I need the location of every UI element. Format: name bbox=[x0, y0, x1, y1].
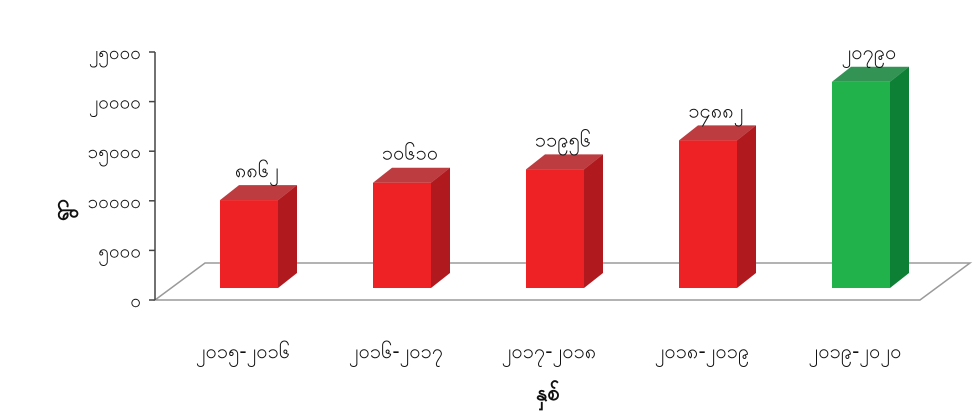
y-tick-label: ၅၀၀၀ bbox=[98, 240, 141, 266]
bar-top bbox=[526, 154, 603, 170]
y-tick-label: ၂၀၀၀၀ bbox=[89, 92, 141, 118]
bar-front bbox=[679, 140, 737, 288]
x-tick-label: ၂၀၁၇-၂၀၁၈ bbox=[502, 339, 597, 367]
bar-side bbox=[431, 167, 450, 288]
bar-top bbox=[220, 185, 297, 201]
x-tick-label: ၂၀၁၈-၂၀၁၉ bbox=[655, 339, 750, 367]
x-tick-label: ၂၀၁၉-၂၀၂၀ bbox=[809, 339, 902, 367]
y-tick-label: ၀ bbox=[130, 290, 141, 312]
bar bbox=[220, 185, 297, 288]
bar-front bbox=[832, 81, 890, 288]
bar bbox=[373, 167, 450, 288]
bar-front bbox=[220, 200, 278, 288]
bar bbox=[679, 125, 756, 288]
y-tick-label: ၂၅၀၀၀ bbox=[89, 42, 141, 68]
floor-outline bbox=[152, 262, 973, 301]
chart-floor bbox=[152, 262, 973, 301]
bar-front bbox=[526, 169, 584, 288]
bar-side bbox=[737, 125, 756, 288]
x-axis-labels: ၂၀၁၅-၂၀၁၆ ၂၀၁၆-၂၀၁၇ ၂၀၁၇-၂၀၁၈ ၂၀၁၈-၂၀၁၉ ၂၀၁၉… bbox=[196, 339, 902, 367]
bar bbox=[526, 154, 603, 288]
bar-top bbox=[679, 125, 756, 141]
data-label: ၁၄၈၈၂ bbox=[688, 98, 743, 126]
data-labels: ၈၈၆၂ ၁၀၆၁၀ ၁၁၉၅၆ ၁၄၈၈၂ ၂၀၇၉၀ bbox=[235, 40, 896, 186]
x-tick-label: ၂၀၁၅-၂၀၁၆ bbox=[196, 339, 290, 367]
data-label: ၁၀၆၁၀ bbox=[382, 141, 438, 165]
bar-top bbox=[373, 167, 450, 183]
x-tick-label: ၂၀၁၆-၂၀၁၇ bbox=[349, 339, 443, 367]
bar-side bbox=[584, 154, 603, 288]
bar-front bbox=[373, 182, 431, 288]
y-axis: ၀ ၅၀၀၀ ၁၀၀၀၀ ၁၅၀၀၀ ၂၀၀၀၀ ၂၅၀၀၀ bbox=[88, 42, 156, 312]
y-tick-label: ၁၅၀၀၀ bbox=[88, 141, 141, 167]
bar-top bbox=[832, 66, 909, 82]
y-tick-label: ၁၀၀၀၀ bbox=[88, 191, 141, 213]
data-label: ၈၈၆၂ bbox=[235, 158, 279, 186]
data-label: ၂၀၇၉၀ bbox=[842, 40, 897, 68]
bar-side bbox=[278, 185, 297, 288]
bar bbox=[832, 66, 909, 288]
bars bbox=[220, 66, 909, 288]
y-axis-title: ရွာ bbox=[49, 199, 79, 221]
data-label: ၁၁၉၅၆ bbox=[535, 127, 591, 155]
bar-side bbox=[890, 66, 909, 288]
x-axis-title: နှစ် bbox=[536, 379, 560, 411]
